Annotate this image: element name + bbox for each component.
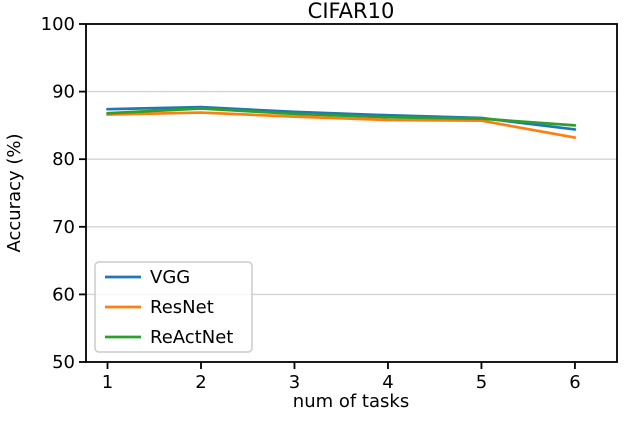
y-tick-label: 90	[52, 82, 75, 103]
y-tick-label: 60	[52, 284, 75, 305]
series-layer	[106, 105, 577, 139]
legend-label-resnet: ResNet	[150, 297, 214, 318]
x-tick-label: 1	[102, 372, 113, 393]
plot-border	[85, 23, 618, 363]
chart-title: CIFAR10	[308, 0, 395, 23]
y-tick-label: 100	[41, 14, 75, 35]
y-axis-label: Accuracy (%)	[4, 133, 25, 252]
x-tick-label: 5	[476, 372, 487, 393]
y-tick-label: 80	[52, 149, 75, 170]
legend-label-reactnet: ReActNet	[150, 327, 233, 348]
series-line-reactnet	[106, 107, 577, 127]
x-tick-label: 4	[382, 372, 393, 393]
y-tick-label: 70	[52, 217, 75, 238]
legend-label-vgg: VGG	[150, 267, 190, 288]
series-line-resnet	[106, 111, 577, 139]
x-tick-label: 2	[195, 372, 206, 393]
x-tick-label: 3	[289, 372, 300, 393]
y-tick-label: 50	[52, 352, 75, 373]
axes-layer: 50 60 70 80 90 100 1 2 3 4 5 6	[41, 14, 618, 393]
x-tick-label: 6	[569, 372, 580, 393]
legend: VGG ResNet ReActNet	[94, 261, 253, 353]
x-axis-label: num of tasks	[293, 391, 409, 412]
grid-layer	[86, 90, 617, 296]
legend-frame	[94, 261, 253, 353]
